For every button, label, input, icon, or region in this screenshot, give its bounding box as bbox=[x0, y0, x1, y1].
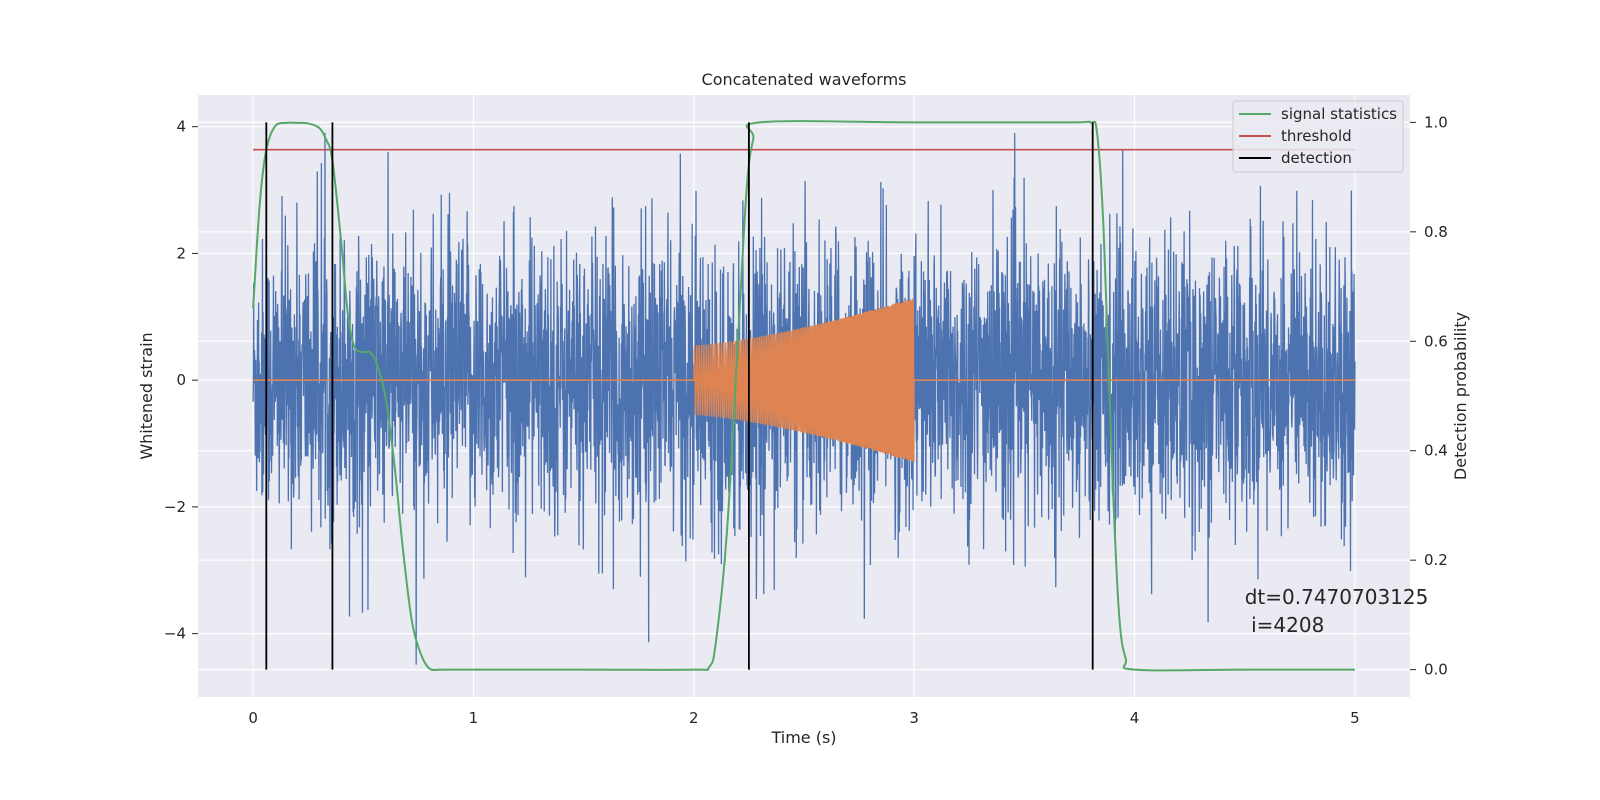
y2-tick-label: 1.0 bbox=[1424, 113, 1448, 131]
x-tick-label: 4 bbox=[1130, 709, 1140, 727]
x-axis-label: Time (s) bbox=[770, 728, 836, 747]
x-tick-label: 2 bbox=[689, 709, 699, 727]
chirp-trace bbox=[693, 298, 915, 463]
chart-title: Concatenated waveforms bbox=[702, 70, 907, 89]
legend-label-threshold: threshold bbox=[1281, 127, 1352, 145]
legend-label-signal-statistics: signal statistics bbox=[1281, 105, 1397, 123]
y2-tick-label: 0.4 bbox=[1424, 442, 1448, 460]
legend-label-detection: detection bbox=[1281, 149, 1352, 167]
x-tick-label: 1 bbox=[469, 709, 479, 727]
x-tick-label: 5 bbox=[1350, 709, 1360, 727]
y-axis-label: Whitened strain bbox=[137, 332, 156, 459]
signal-statistics-series bbox=[252, 120, 1355, 672]
y2-axis-label: Detection probability bbox=[1451, 312, 1470, 480]
legend-box bbox=[1232, 100, 1404, 173]
y-tick-label: 2 bbox=[176, 244, 186, 262]
y2-tick-label: 0.2 bbox=[1424, 551, 1448, 569]
y2-tick-label: 0.0 bbox=[1424, 661, 1448, 679]
y2-tick-label: 0.8 bbox=[1424, 223, 1448, 241]
annotation-dt: dt=0.7470703125 bbox=[1245, 585, 1429, 609]
annotation-index: i=4208 bbox=[1245, 613, 1325, 637]
y-tick-label: 4 bbox=[176, 118, 186, 136]
y-tick-label: −2 bbox=[164, 498, 186, 516]
x-tick-label: 3 bbox=[909, 709, 919, 727]
legend: signal statistics threshold detection bbox=[1232, 100, 1404, 173]
x-tick-label: 0 bbox=[248, 709, 258, 727]
chirp-series bbox=[253, 298, 1355, 463]
detection-series bbox=[265, 122, 1094, 670]
y2-tick-label: 0.6 bbox=[1424, 332, 1448, 350]
y-tick-label: −4 bbox=[164, 625, 186, 643]
signal-statistics-line bbox=[252, 120, 1355, 672]
axes: 0 1 2 3 4 5 −4 −2 0 2 4 0.0 0.2 0.4 0.6 0.8 1.0 bbox=[164, 113, 1448, 727]
y-tick-label: 0 bbox=[176, 371, 186, 389]
